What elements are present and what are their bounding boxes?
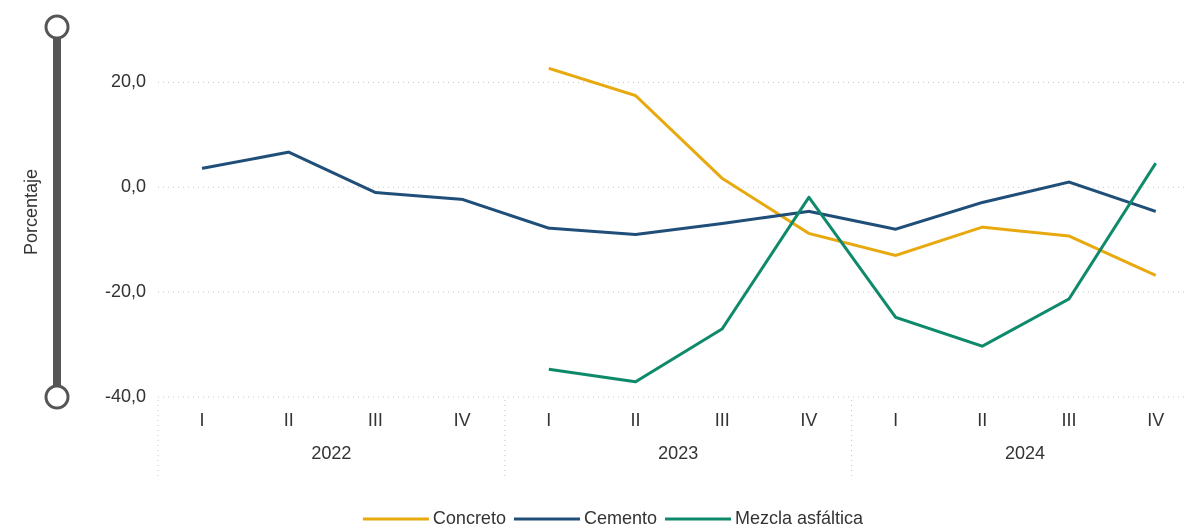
- y-tick-label: -40,0: [105, 386, 146, 406]
- x-tick-label: II: [977, 410, 987, 430]
- x-group-label: 2024: [1005, 443, 1045, 463]
- x-tick-label: IV: [800, 410, 817, 430]
- x-group-label: 2023: [658, 443, 698, 463]
- x-tick-label: I: [546, 410, 551, 430]
- axis-slider: [44, 14, 70, 410]
- x-tick-label: IV: [1147, 410, 1164, 430]
- data-line: [548, 66, 1157, 277]
- y-axis-label: Porcentaje: [21, 169, 41, 255]
- x-tick-label: III: [1061, 410, 1076, 430]
- x-tick-label: I: [199, 410, 204, 430]
- x-tick-label: II: [284, 410, 294, 430]
- x-tick-label: II: [630, 410, 640, 430]
- x-tick-label: IV: [454, 410, 471, 430]
- legend-label: Concreto: [433, 508, 506, 528]
- y-tick-label: 20,0: [111, 71, 146, 91]
- y-tick-label: 0,0: [121, 176, 146, 196]
- y-tick-label: -20,0: [105, 281, 146, 301]
- data-line: [548, 162, 1157, 384]
- x-tick-label: III: [715, 410, 730, 430]
- legend-label: Mezcla asfáltica: [735, 508, 864, 528]
- data-line: [201, 150, 1157, 236]
- legend-label: Cemento: [584, 508, 657, 528]
- x-group-label: 2022: [311, 443, 351, 463]
- x-tick-label: I: [893, 410, 898, 430]
- x-tick-label: III: [368, 410, 383, 430]
